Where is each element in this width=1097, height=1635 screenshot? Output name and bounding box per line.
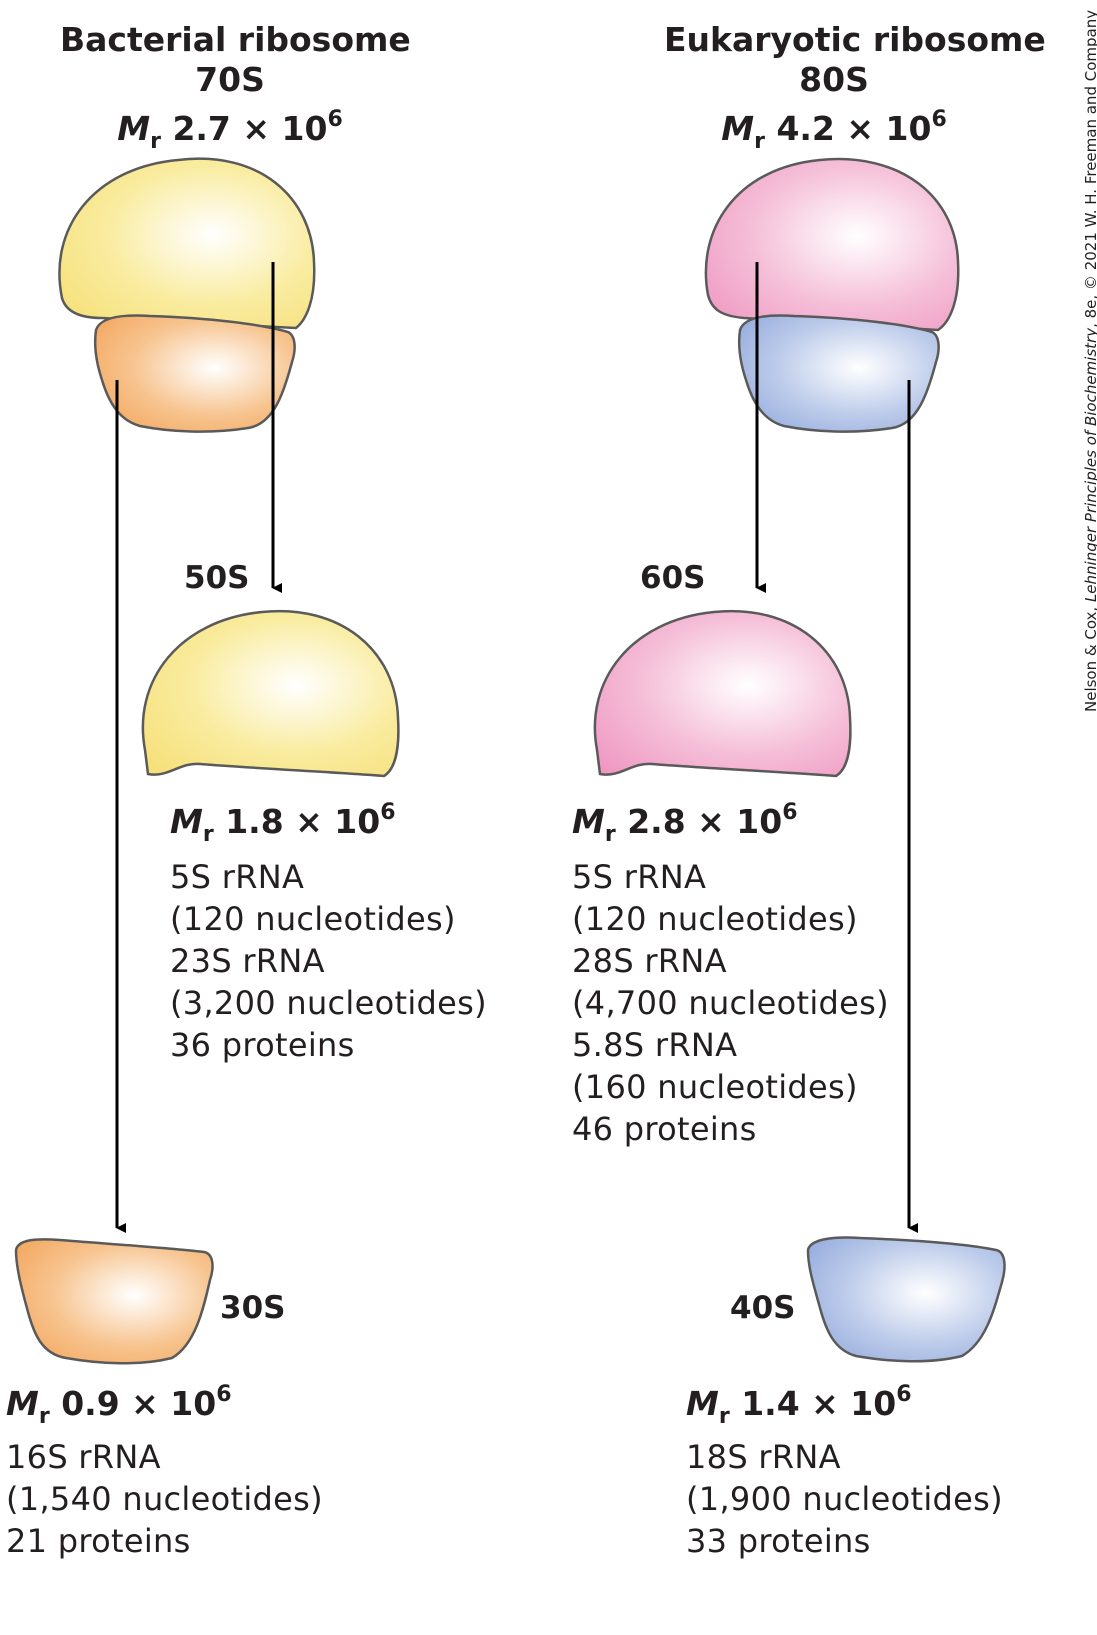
component-line: (120 nucleotides) (572, 900, 858, 938)
eukaryotic-40s-mass: Mr 1.4 × 106 (686, 1382, 912, 1429)
eukaryotic-80s-large-subunit (704, 157, 960, 332)
eukaryotic-40s-subunit-shape (806, 1236, 1006, 1363)
component-line: 5S rRNA (170, 858, 305, 896)
component-line: (1,900 nucleotides) (686, 1480, 1003, 1518)
bacterial-30s-label: 30S (220, 1290, 286, 1326)
bacterial-70s-large-subunit (58, 157, 316, 330)
component-line: (4,700 nucleotides) (572, 984, 889, 1022)
component-line: (120 nucleotides) (170, 900, 456, 938)
bacterial-50s-label: 50S (184, 560, 250, 596)
bacterial-sediment: 70S (195, 60, 265, 99)
bacterial-30s-subunit-shape (14, 1238, 214, 1365)
eukaryotic-60s-mass: Mr 2.8 × 106 (572, 800, 798, 847)
bacterial-heading: Bacterial ribosome 70S Mr 2.7 × 106 (60, 20, 411, 162)
bacterial-title: Bacterial ribosome (60, 20, 411, 59)
component-line: 21 proteins (6, 1522, 191, 1560)
bacterial-50s-components: 5S rRNA (120 nucleotides) 23S rRNA (3,20… (170, 856, 487, 1066)
bacterial-mass: Mr 2.7 × 106 (117, 107, 343, 154)
bacterial-50s-mass: Mr 1.8 × 106 (170, 800, 396, 847)
copyright-credit: Nelson & Cox, Lehninger Principles of Bi… (1082, 9, 1097, 712)
component-line: (160 nucleotides) (572, 1068, 858, 1106)
component-line: 28S rRNA (572, 942, 727, 980)
eukaryotic-60s-components: 5S rRNA (120 nucleotides) 28S rRNA (4,70… (572, 856, 889, 1150)
eukaryotic-60s-subunit-shape (593, 609, 852, 778)
component-line: 36 proteins (170, 1026, 355, 1064)
component-line: 16S rRNA (6, 1438, 161, 1476)
bacterial-30s-mass: Mr 0.9 × 106 (6, 1382, 232, 1429)
eukaryotic-40s-components: 18S rRNA (1,900 nucleotides) 33 proteins (686, 1436, 1003, 1562)
component-line: 46 proteins (572, 1110, 757, 1148)
component-line: (3,200 nucleotides) (170, 984, 487, 1022)
component-line: 23S rRNA (170, 942, 325, 980)
component-line: 5S rRNA (572, 858, 707, 896)
component-line: (1,540 nucleotides) (6, 1480, 323, 1518)
component-line: 33 proteins (686, 1522, 871, 1560)
bacterial-70s-small-subunit (94, 314, 296, 433)
eukaryotic-40s-label: 40S (730, 1290, 796, 1326)
component-line: 18S rRNA (686, 1438, 841, 1476)
eukaryotic-60s-label: 60S (640, 560, 706, 596)
eukaryotic-heading: Eukaryotic ribosome 80S Mr 4.2 × 106 (664, 20, 1046, 162)
eukaryotic-80s-small-subunit (738, 314, 940, 433)
eukaryotic-mass: Mr 4.2 × 106 (721, 107, 947, 154)
component-line: 5.8S rRNA (572, 1026, 738, 1064)
bacterial-30s-components: 16S rRNA (1,540 nucleotides) 21 proteins (6, 1436, 323, 1562)
bacterial-50s-subunit-shape (141, 609, 400, 778)
eukaryotic-title: Eukaryotic ribosome (664, 20, 1046, 59)
eukaryotic-sediment: 80S (799, 60, 869, 99)
